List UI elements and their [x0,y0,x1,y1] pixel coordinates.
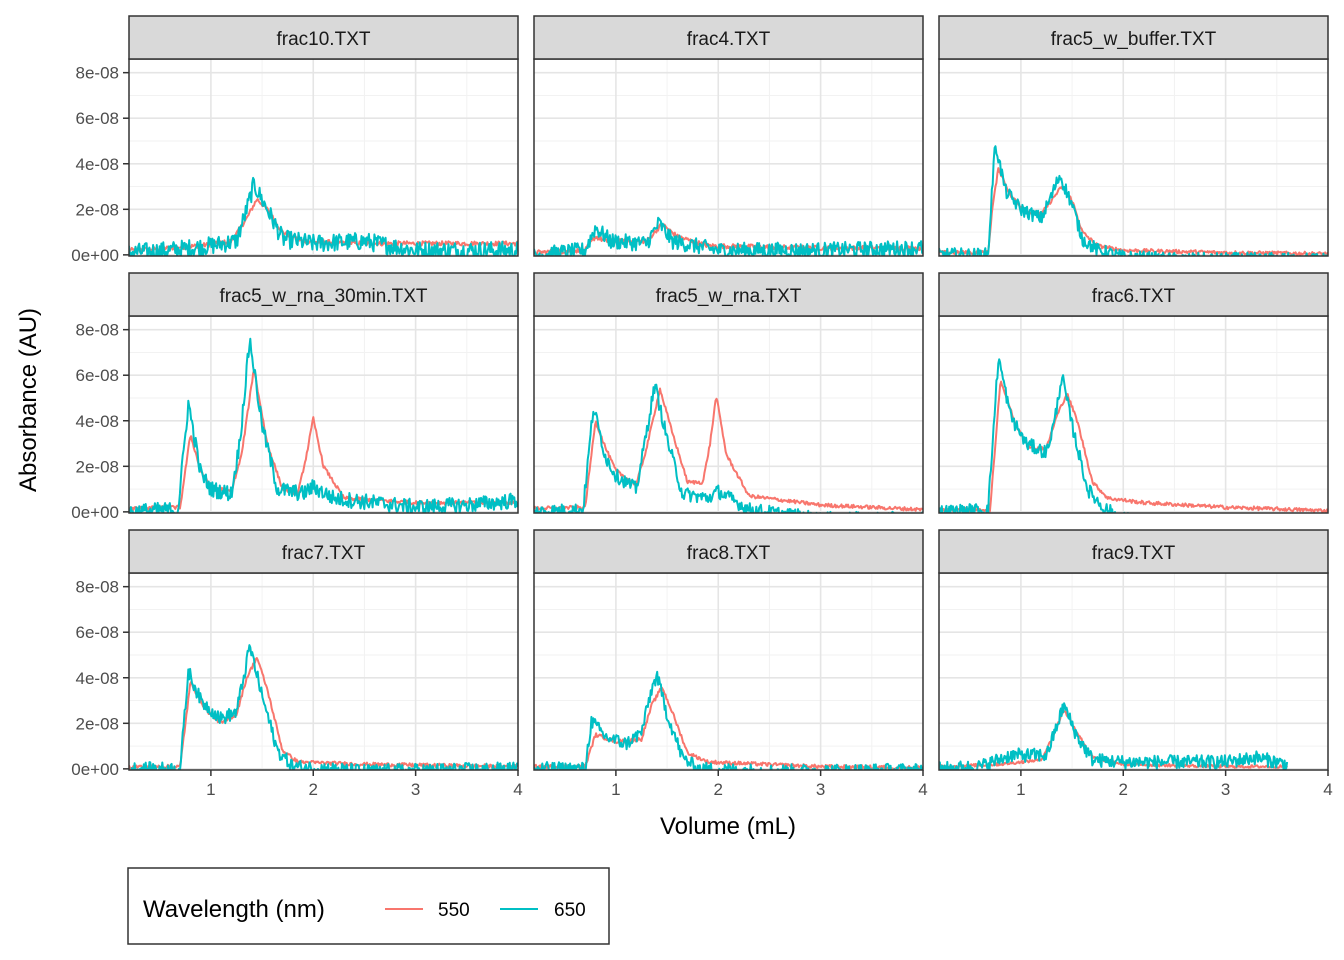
facet-panel: frac10.TXT [128,15,519,257]
facet-strip [128,15,519,60]
facet-strip [128,529,519,574]
panel-grid [534,316,923,513]
facet-panel: frac6.TXT [938,272,1329,514]
facet-strip [128,272,519,317]
y-tick-label: 2e-08 [76,200,119,219]
panel-series [534,670,923,770]
y-axis-ticks: 0e+00 2e-08 4e-08 6e-08 8e-08 0e+00 2e-08 4e-08… [71,64,129,779]
facet-strip [533,272,924,317]
facet-panel: frac5_w_rna.TXT [533,272,924,514]
x-tick-label: 4 [513,780,522,799]
series-line-650 [129,337,518,513]
facet-title: frac9.TXT [1092,543,1176,564]
x-tick-label: 2 [309,780,318,799]
panel-series [129,337,518,513]
series-line-650 [129,644,518,770]
panel-grid [534,59,923,256]
x-tick-label: 4 [1323,780,1332,799]
panel-background [939,59,1328,256]
panel-series [939,358,1328,513]
series-line-650 [939,358,1130,513]
y-tick-label: 0e+00 [71,760,119,779]
legend-label-650: 650 [554,900,586,921]
panel-background [129,573,518,770]
facet-strip [533,15,924,60]
panel-series [939,702,1289,770]
panel-background [939,316,1328,513]
facet-title: frac7.TXT [282,543,366,564]
panel-background [534,573,923,770]
panel-background [939,573,1328,770]
panel-series [129,176,518,256]
panel-background [534,316,923,513]
facet-strip [938,529,1329,574]
x-tick-label: 1 [611,780,620,799]
y-tick-label: 6e-08 [76,109,119,128]
y-tick-label: 4e-08 [76,155,119,174]
series-line-650 [534,670,923,770]
series-line-650 [534,216,923,256]
series-line-650 [129,176,518,256]
facet-strip [533,529,924,574]
y-tick-label: 8e-08 [76,64,119,83]
panel-background [129,59,518,256]
x-tick-label: 4 [918,780,927,799]
x-axis-title: Volume (mL) [660,813,796,840]
y-tick-label: 8e-08 [76,578,119,597]
legend-title: Wavelength (nm) [143,896,325,923]
y-tick-label: 0e+00 [71,503,119,522]
facet-title: frac8.TXT [687,543,771,564]
facet-title: frac10.TXT [277,29,371,50]
x-tick-label: 3 [1221,780,1230,799]
panel-series [129,644,518,770]
panel-grid [939,59,1328,256]
y-tick-label: 4e-08 [76,669,119,688]
y-axis-title: Absorbance (AU) [15,308,42,492]
series-line-650 [939,702,1289,770]
panel-series [939,145,1328,256]
facet-title: frac5_w_buffer.TXT [1051,29,1217,50]
facet-title: frac6.TXT [1092,286,1176,307]
y-tick-label: 4e-08 [76,412,119,431]
panel-grid [129,316,518,513]
facet-panel: frac9.TXT [938,529,1329,771]
series-line-650 [939,145,1328,256]
legend-label-550: 550 [438,900,470,921]
y-tick-label: 2e-08 [76,714,119,733]
x-tick-label: 3 [816,780,825,799]
y-tick-label: 6e-08 [76,366,119,385]
x-tick-label: 2 [1119,780,1128,799]
y-tick-label: 2e-08 [76,457,119,476]
y-tick-label: 6e-08 [76,623,119,642]
panel-grid [129,573,518,770]
series-line-550 [939,380,1328,513]
facet-panels: frac10.TXT frac4.TXT frac5_w_buffer.TXTfra… [128,15,1329,771]
x-axis-ticks: 1 2 3 4 1 2 3 4 1 2 3 4 [206,770,1333,799]
y-tick-label: 0e+00 [71,246,119,265]
legend: Wavelength (nm) 550 650 [127,867,610,945]
legend-box [127,867,610,945]
panel-background [129,316,518,513]
x-tick-label: 1 [1016,780,1025,799]
x-tick-label: 1 [206,780,215,799]
x-tick-label: 3 [411,780,420,799]
facet-strip [938,15,1329,60]
panel-series [534,216,923,256]
panel-grid [939,316,1328,513]
panel-grid [939,573,1328,770]
y-tick-label: 8e-08 [76,321,119,340]
facet-title: frac5_w_rna.TXT [656,286,802,307]
facet-panel: frac4.TXT [533,15,924,257]
facet-panel: frac8.TXT [533,529,924,771]
facet-title: frac5_w_rna_30min.TXT [219,286,427,307]
facet-panel: frac5_w_buffer.TXT [938,15,1329,257]
facet-panel: frac7.TXT [128,529,519,771]
panel-background [534,59,923,256]
facet-panel: frac5_w_rna_30min.TXT [128,272,519,514]
x-tick-label: 2 [714,780,723,799]
facet-strip [938,272,1329,317]
facet-title: frac4.TXT [687,29,771,50]
